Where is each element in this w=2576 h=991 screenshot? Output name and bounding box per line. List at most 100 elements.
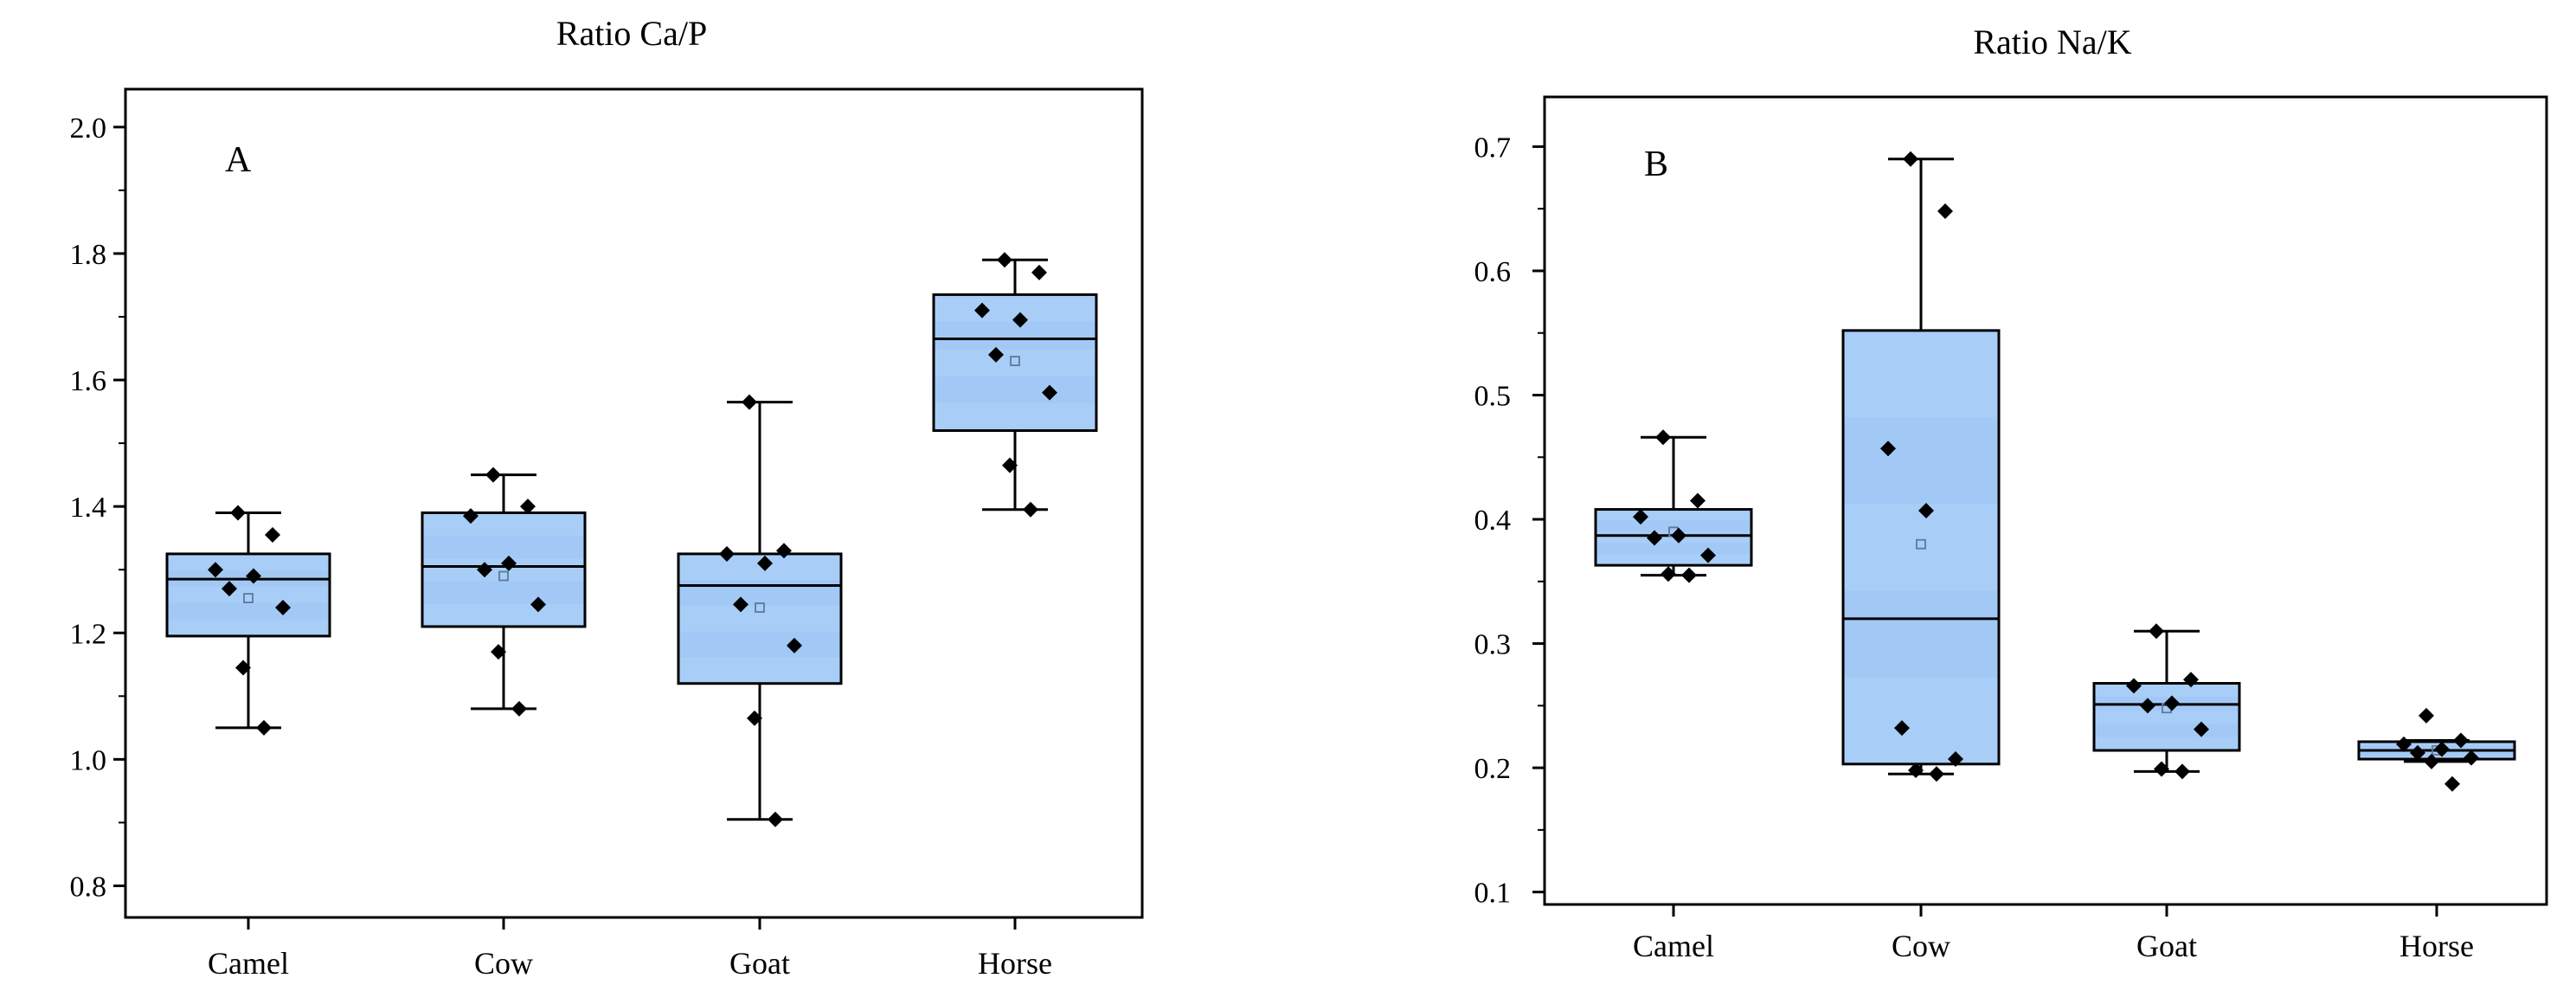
data-point: [2434, 741, 2450, 757]
data-point: [1918, 502, 1934, 518]
data-point: [2419, 707, 2434, 724]
data-point: [787, 637, 802, 653]
box-shade: [1844, 417, 1998, 505]
data-point: [222, 581, 237, 597]
data-point: [2183, 672, 2199, 688]
mean-marker: [1916, 538, 1926, 550]
data-point: [1002, 457, 1018, 473]
data-point: [477, 562, 492, 578]
data-point: [2164, 695, 2180, 711]
mean-marker: [755, 602, 765, 613]
data-point: [1690, 492, 1706, 509]
box-goat: [677, 394, 843, 827]
data-point: [1948, 751, 1963, 768]
data-point: [2424, 753, 2439, 769]
box-shade: [679, 631, 840, 658]
data-point: [2410, 744, 2425, 761]
data-point: [757, 555, 773, 571]
y-tick-label: 1.6: [70, 365, 107, 397]
box-body: [932, 293, 1098, 432]
mean-marker: [1010, 356, 1020, 367]
data-point: [275, 600, 291, 616]
data-point: [235, 660, 251, 676]
box-cow: [421, 467, 587, 717]
data-point: [2149, 623, 2164, 640]
x-tick-label-horse: Horse: [2399, 929, 2474, 963]
data-point: [1700, 547, 1716, 563]
data-point: [742, 394, 757, 410]
box-shade: [935, 376, 1095, 404]
box-shade: [935, 321, 1095, 350]
box-horse: [932, 252, 1098, 518]
data-point: [2140, 698, 2155, 714]
panel-label: A: [225, 140, 252, 180]
data-point: [256, 719, 272, 736]
y-tick-label: 1.2: [70, 618, 107, 650]
box-shade: [423, 535, 584, 559]
data-point: [988, 346, 1004, 363]
y-tick-label: 0.4: [1474, 505, 1512, 537]
data-point: [719, 545, 735, 562]
box-shade: [1596, 543, 1751, 555]
data-point: [1042, 384, 1057, 401]
data-point: [530, 596, 546, 613]
box-shade: [1844, 590, 1998, 678]
x-tick-label-camel: Camel: [208, 946, 289, 981]
box-shade: [2360, 752, 2514, 756]
data-point: [1671, 527, 1686, 544]
x-tick-label-camel: Camel: [1633, 929, 1714, 963]
data-point: [1023, 501, 1038, 518]
x-tick-label-goat: Goat: [2136, 929, 2197, 963]
box-body: [421, 511, 587, 628]
data-point: [2126, 678, 2142, 694]
data-point: [485, 467, 501, 483]
data-point: [1633, 509, 1648, 525]
data-point: [1894, 720, 1910, 737]
y-tick-label: 1.8: [70, 239, 107, 271]
panel-a: Ratio Ca/P A 0.8 1.0 1.2 1.4 1.6 1.8 2.0 Camel Cow…: [70, 14, 1144, 981]
x-tick-label-cow: Cow: [1892, 929, 1950, 963]
data-point: [2464, 750, 2479, 766]
y-tick-label: 0.7: [1474, 132, 1512, 164]
panel-b: Ratio Na/K B 0.1 0.2 0.3 0.4 0.5 0.6 0.7 Camel Cow…: [1474, 23, 2548, 963]
x-tick-label-cow: Cow: [474, 946, 533, 981]
data-point: [501, 555, 517, 571]
data-point: [265, 527, 280, 544]
data-point: [733, 596, 748, 613]
data-point: [463, 508, 479, 524]
data-point: [2194, 721, 2209, 737]
y-tick-label: 1.0: [70, 744, 107, 776]
data-point: [2175, 763, 2190, 780]
y-tick-label: 1.4: [70, 492, 107, 524]
mean-marker: [243, 593, 254, 603]
box-shade: [679, 579, 840, 606]
data-point: [747, 710, 762, 726]
y-tick-label: 0.2: [1474, 753, 1512, 785]
data-point: [2444, 775, 2460, 792]
mean-marker: [498, 570, 509, 582]
data-point: [520, 499, 536, 515]
plot-frame: [124, 87, 1144, 919]
y-tick-label: 2.0: [70, 113, 107, 145]
data-point: [1937, 203, 1953, 220]
box-shade: [423, 581, 584, 604]
data-point: [246, 568, 261, 584]
box-horse: [2357, 707, 2516, 792]
data-point: [2453, 732, 2469, 749]
data-point: [1031, 264, 1047, 280]
box-cow: [1841, 151, 2001, 782]
data-point: [997, 252, 1012, 268]
data-point: [230, 505, 246, 521]
y-tick-label: 0.8: [70, 871, 107, 903]
box-body: [677, 552, 843, 685]
data-point: [768, 811, 783, 827]
data-point: [2154, 761, 2169, 777]
box-goat: [2092, 623, 2241, 780]
data-point: [208, 562, 223, 578]
box-shade: [2095, 724, 2239, 737]
data-point: [1908, 762, 1924, 778]
box-shade: [168, 602, 329, 620]
box-body: [1841, 329, 2001, 766]
